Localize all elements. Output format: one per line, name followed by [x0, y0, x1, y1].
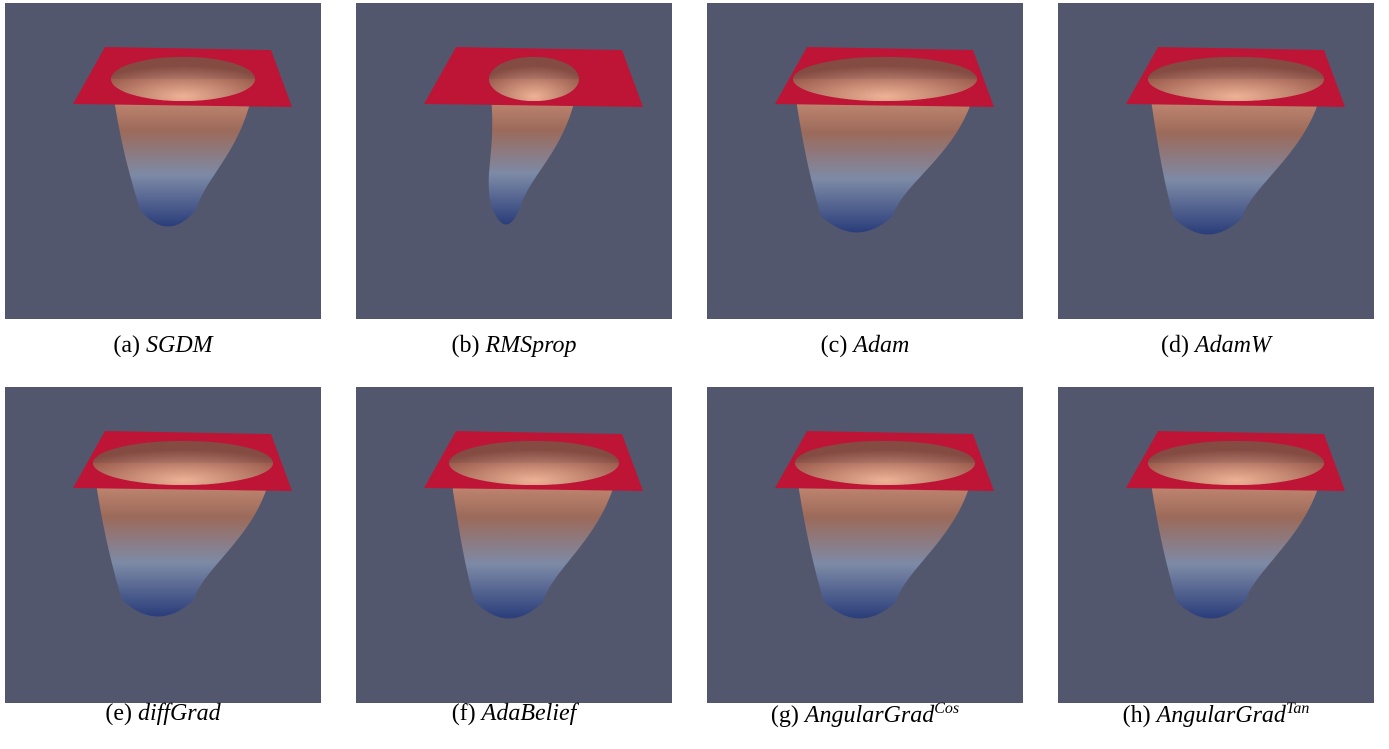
- superscript: Cos: [934, 700, 960, 717]
- caption: (d) AdamW: [1026, 332, 1389, 359]
- plane: [775, 47, 994, 107]
- caption: (c) Adam: [675, 332, 1055, 359]
- funnel: [1148, 463, 1324, 619]
- caption-label: (b): [451, 332, 480, 358]
- caption: (g) AngularGradCos: [675, 700, 1055, 729]
- opening: [1148, 441, 1324, 485]
- caption-label: (e): [105, 700, 132, 726]
- caption: (h) AngularGradTan: [1026, 700, 1389, 729]
- caption: (b) RMSprop: [324, 332, 704, 359]
- caption: (a) SGDM: [0, 332, 353, 359]
- opening: [793, 57, 977, 101]
- plane: [1126, 47, 1345, 107]
- funnel: [449, 463, 619, 619]
- optimizer-name: AngularGradCos: [804, 700, 960, 728]
- caption-label: (f): [451, 700, 476, 726]
- optimizer-name: AdaBelief: [481, 700, 577, 726]
- opening: [449, 441, 619, 485]
- caption-label: (h): [1122, 702, 1151, 728]
- optimizer-name: AdamW: [1195, 332, 1271, 358]
- caption-label: (a): [113, 332, 140, 358]
- optimizer-name: AngularGradTan: [1156, 700, 1310, 728]
- optimizer-name: Adam: [853, 332, 910, 358]
- funnel: [111, 79, 255, 227]
- opening: [1148, 57, 1324, 101]
- surface-render: [356, 387, 672, 703]
- plane: [73, 47, 292, 107]
- surface-render: [5, 3, 321, 319]
- caption-label: (d): [1161, 332, 1189, 358]
- opening: [795, 441, 975, 485]
- plane: [424, 47, 643, 107]
- funnel: [488, 79, 579, 225]
- optimizer-name: diffGrad: [137, 700, 221, 726]
- surface-render: [5, 387, 321, 703]
- surface-render: [356, 3, 672, 319]
- opening: [489, 57, 579, 101]
- caption: (e) diffGrad: [0, 700, 353, 727]
- plane: [424, 431, 643, 491]
- surface-render: [707, 387, 1023, 703]
- funnel: [1148, 79, 1324, 235]
- superscript: Tan: [1285, 700, 1310, 717]
- surface-render: [1058, 3, 1374, 319]
- caption-label: (c): [820, 332, 848, 358]
- surface-render: [1058, 387, 1374, 703]
- plane: [73, 431, 292, 491]
- caption-label: (g): [770, 702, 799, 728]
- caption: (f) AdaBelief: [324, 700, 704, 727]
- plane: [1126, 431, 1345, 491]
- surface-render: [707, 3, 1023, 319]
- funnel: [795, 463, 975, 619]
- funnel: [93, 463, 273, 617]
- opening: [111, 57, 255, 101]
- opening: [93, 441, 273, 485]
- optimizer-name: SGDM: [145, 332, 213, 358]
- optimizer-name: RMSprop: [485, 332, 577, 358]
- funnel: [793, 79, 977, 233]
- plane: [775, 431, 994, 491]
